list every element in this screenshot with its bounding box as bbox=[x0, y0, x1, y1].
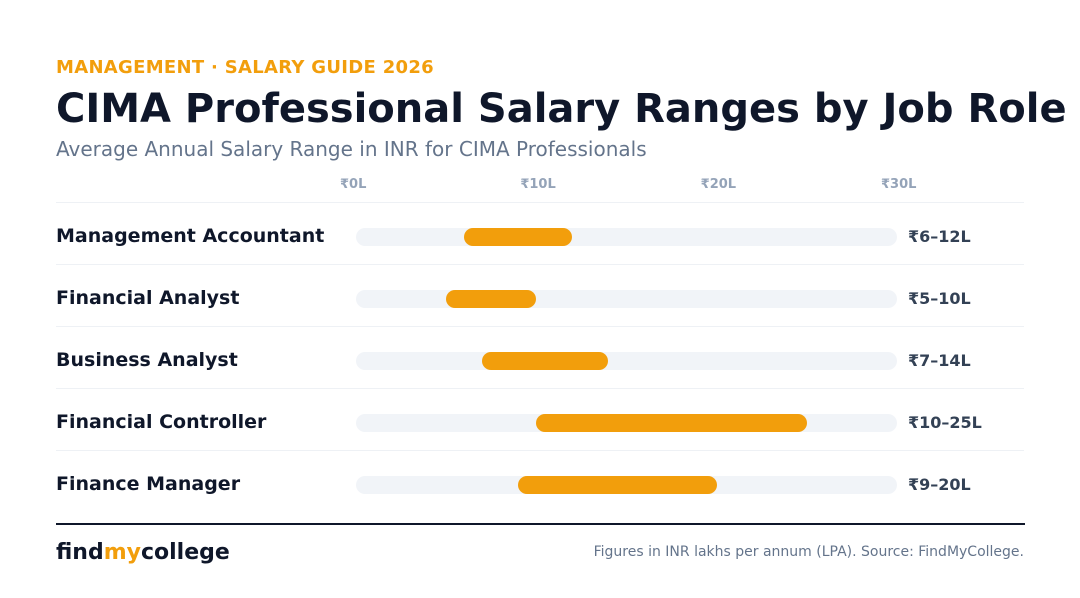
bar-track bbox=[356, 290, 897, 308]
row-label: Financial Analyst bbox=[56, 287, 240, 309]
chart-title: CIMA Professional Salary Ranges by Job R… bbox=[56, 86, 1067, 132]
chart-subtitle: Average Annual Salary Range in INR for C… bbox=[56, 137, 647, 161]
bar-track bbox=[356, 352, 897, 370]
salary-range-bar bbox=[536, 414, 807, 432]
range-value-label: ₹6–12L bbox=[908, 227, 971, 246]
footer-divider bbox=[56, 523, 1025, 525]
row-label: Finance Manager bbox=[56, 473, 241, 495]
row-divider bbox=[56, 450, 1024, 451]
range-value-label: ₹9–20L bbox=[908, 475, 971, 494]
bar-track bbox=[356, 476, 897, 494]
x-tick-label: ₹0L bbox=[340, 177, 367, 192]
salary-range-bar bbox=[482, 352, 609, 370]
x-tick-label: ₹20L bbox=[700, 177, 737, 192]
source-note: Figures in INR lakhs per annum (LPA). So… bbox=[593, 544, 1024, 560]
bar-track bbox=[356, 228, 897, 246]
row-divider bbox=[56, 388, 1024, 389]
salary-range-bar bbox=[518, 476, 717, 494]
row-divider bbox=[56, 264, 1024, 265]
brand-logo: findmycollege bbox=[56, 540, 230, 565]
x-tick-label: ₹30L bbox=[881, 177, 917, 192]
row-divider bbox=[56, 202, 1024, 203]
kicker: MANAGEMENT · SALARY GUIDE 2026 bbox=[56, 57, 434, 78]
range-value-label: ₹7–14L bbox=[908, 351, 971, 370]
row-label: Business Analyst bbox=[56, 349, 238, 371]
x-tick-label: ₹10L bbox=[520, 177, 556, 192]
range-value-label: ₹5–10L bbox=[908, 289, 971, 308]
row-label: Financial Controller bbox=[56, 411, 267, 433]
bar-track bbox=[356, 414, 897, 432]
logo-find: find bbox=[56, 540, 104, 565]
row-label: Management Accountant bbox=[56, 225, 325, 247]
logo-my: my bbox=[103, 540, 141, 565]
row-divider bbox=[56, 326, 1024, 327]
logo-college: college bbox=[140, 540, 230, 565]
salary-range-bar bbox=[464, 228, 573, 246]
salary-range-bar bbox=[446, 290, 537, 308]
range-value-label: ₹10–25L bbox=[908, 413, 982, 432]
